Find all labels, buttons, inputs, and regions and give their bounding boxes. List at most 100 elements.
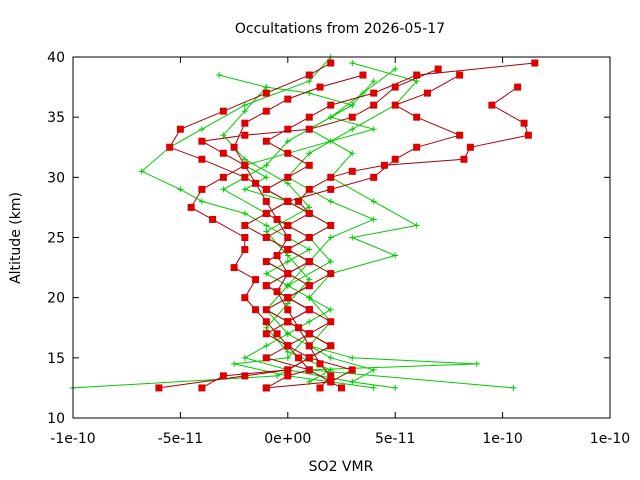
data-point — [514, 83, 522, 91]
data-point — [284, 180, 291, 187]
data-point — [370, 366, 377, 373]
data-point — [263, 228, 270, 235]
data-point — [327, 173, 335, 181]
data-point — [392, 66, 399, 73]
data-point — [231, 360, 238, 367]
data-point — [209, 215, 217, 223]
data-point — [338, 384, 345, 392]
data-point — [284, 366, 292, 374]
data-point — [198, 384, 206, 392]
chart-title: Occultations from 2026-05-17 — [235, 21, 445, 37]
data-point — [306, 294, 313, 301]
x-tick-label: -1e-10 — [50, 431, 95, 447]
data-point — [305, 125, 313, 133]
data-point — [327, 342, 335, 350]
data-point — [262, 318, 270, 326]
data-point — [187, 203, 195, 211]
data-point — [460, 155, 468, 163]
data-point — [284, 348, 291, 355]
red-profile-9 — [284, 83, 532, 392]
data-point — [241, 108, 248, 115]
data-point — [284, 270, 292, 278]
data-point — [391, 155, 399, 163]
data-point — [434, 65, 442, 73]
data-point — [531, 59, 539, 67]
data-point — [306, 204, 313, 211]
data-point — [423, 89, 431, 97]
data-point — [466, 143, 474, 151]
data-point — [284, 342, 292, 350]
data-point — [370, 126, 377, 133]
data-point — [349, 102, 356, 109]
data-point — [305, 342, 313, 350]
data-point — [262, 282, 270, 290]
data-point — [284, 294, 292, 302]
data-point — [348, 366, 356, 374]
data-point — [273, 330, 281, 338]
data-point — [284, 197, 292, 205]
data-point — [349, 354, 356, 361]
data-point — [370, 384, 377, 391]
data-point — [284, 149, 292, 157]
data-point — [241, 173, 249, 181]
data-point — [284, 300, 291, 307]
y-tick-label: 15 — [47, 351, 65, 367]
data-point — [284, 246, 292, 254]
data-point — [284, 306, 292, 314]
data-point — [263, 270, 270, 277]
series-line — [201, 62, 535, 389]
x-tick-label: 1e-10 — [482, 431, 522, 447]
data-point — [510, 384, 517, 391]
data-point — [230, 264, 238, 272]
data-point — [230, 143, 238, 151]
data-point — [349, 234, 356, 241]
data-point — [284, 354, 291, 361]
data-point — [327, 114, 334, 121]
data-point — [284, 221, 292, 229]
series-line — [72, 74, 376, 389]
data-point — [306, 276, 313, 283]
data-point — [284, 95, 292, 103]
data-point — [392, 384, 399, 391]
data-point — [456, 71, 464, 79]
data-point — [380, 161, 388, 169]
red-profile-11 — [230, 71, 367, 392]
data-point — [306, 318, 313, 325]
data-point — [316, 83, 324, 91]
x-axis-title: SO2 VMR — [309, 459, 374, 475]
data-point — [295, 354, 303, 362]
y-tick-label: 35 — [47, 110, 65, 126]
data-point — [370, 89, 378, 97]
data-point — [198, 198, 205, 205]
data-point — [305, 282, 313, 290]
data-point — [327, 366, 334, 373]
data-point — [327, 101, 335, 109]
data-point — [263, 162, 270, 169]
data-point — [220, 186, 227, 193]
data-point — [348, 167, 356, 175]
data-point — [305, 330, 313, 338]
data-point — [273, 288, 281, 296]
data-point — [263, 84, 270, 91]
data-point — [252, 179, 260, 187]
data-point — [219, 372, 227, 380]
data-point — [327, 372, 335, 380]
data-point — [370, 173, 378, 181]
data-point — [327, 306, 334, 313]
data-point — [176, 125, 184, 133]
data-point — [284, 173, 292, 181]
red-profile-10 — [262, 71, 464, 392]
data-point — [284, 330, 291, 337]
data-point — [295, 324, 303, 332]
data-point — [305, 185, 313, 193]
data-point — [241, 131, 249, 139]
data-point — [262, 197, 270, 205]
data-point — [473, 360, 480, 367]
data-point — [241, 119, 249, 127]
data-point — [262, 107, 270, 115]
data-point — [348, 113, 356, 121]
data-point — [262, 209, 270, 217]
data-point — [262, 330, 270, 338]
data-point — [284, 138, 291, 145]
